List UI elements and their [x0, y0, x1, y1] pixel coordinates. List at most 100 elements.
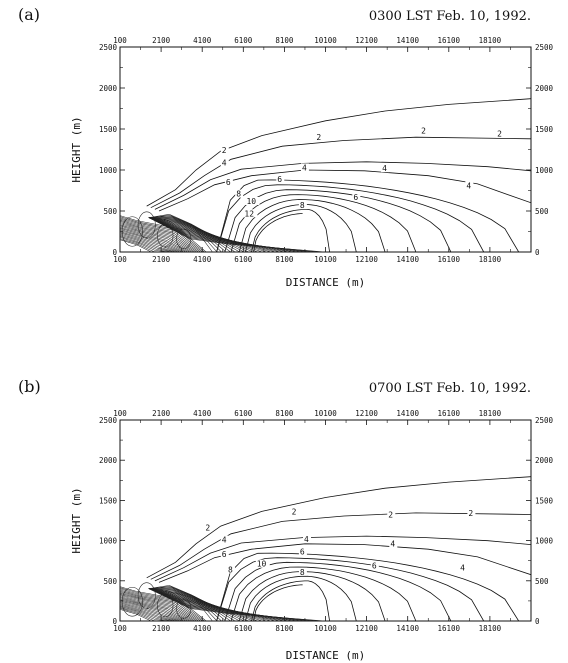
y-tick-label-left: 0	[112, 248, 117, 257]
contour-line	[146, 98, 531, 207]
contour-line	[238, 571, 386, 621]
x-tick-label-top: 18100	[479, 409, 502, 418]
y-tick-label-right: 0	[535, 617, 540, 626]
contour-line	[251, 209, 330, 252]
x-tick-label-top: 100	[113, 36, 127, 45]
y-tick-label-right: 1000	[535, 537, 554, 546]
contour-label: 10	[246, 197, 256, 206]
contour-label-bg	[290, 507, 299, 516]
x-tick-label-bottom: 6100	[234, 255, 253, 264]
contour-line	[158, 543, 531, 583]
dense-contour	[120, 601, 181, 621]
dense-contour	[120, 236, 173, 252]
contour-label: 8	[300, 568, 305, 577]
panel-label: (a)	[18, 5, 40, 24]
contour-layer	[120, 98, 531, 252]
x-tick-label-bottom: 4100	[193, 624, 212, 633]
y-tick-label-right: 1500	[535, 125, 554, 134]
x-tick-label-bottom: 100	[113, 624, 127, 633]
x-tick-label-top: 2100	[152, 36, 171, 45]
dense-contour	[120, 233, 177, 252]
contour-label-bg	[220, 146, 229, 155]
contour-label-bg	[298, 547, 307, 556]
contour-label-bg	[459, 563, 468, 572]
contour-label-bg	[370, 561, 379, 570]
contour-line	[216, 552, 520, 621]
contour-line	[216, 557, 485, 621]
contour-line	[245, 575, 357, 621]
x-tick-label-bottom: 10100	[314, 624, 337, 633]
dense-contour	[120, 234, 175, 252]
x-tick-label-top: 8100	[275, 409, 294, 418]
dense-contour	[120, 596, 190, 621]
contour-label-bg	[420, 126, 429, 135]
y-tick-label-left: 2000	[99, 84, 118, 93]
contour-label-bg	[315, 133, 324, 142]
x-tick-label-bottom: 14100	[396, 255, 419, 264]
contour-label: 4	[382, 164, 387, 173]
y-tick-label-left: 500	[103, 207, 117, 216]
contour-line	[150, 512, 531, 580]
x-tick-label-bottom: 2100	[152, 624, 171, 633]
dense-contour	[120, 603, 177, 621]
y-tick-label-left: 2500	[99, 43, 118, 52]
x-tick-label-top: 8100	[275, 36, 294, 45]
contour-line	[224, 561, 452, 621]
contour-label-bg	[467, 509, 476, 518]
contour-label-bg	[226, 565, 235, 574]
x-tick-label-bottom: 16100	[438, 624, 461, 633]
contour-label: 2	[468, 509, 473, 518]
x-tick-label-top: 18100	[479, 36, 502, 45]
x-tick-label-bottom: 8100	[275, 624, 294, 633]
x-tick-label-top: 14100	[396, 36, 419, 45]
contour-label: 4	[222, 158, 227, 167]
chart-title: 0700 LST Feb. 10, 1992.	[369, 381, 531, 396]
dense-contour	[120, 238, 170, 252]
dense-contour	[120, 600, 183, 621]
contour-label: 2	[421, 126, 426, 135]
y-tick-label-left: 1500	[99, 496, 118, 505]
contour-label: 10	[257, 560, 267, 569]
contour-label: 8	[236, 190, 241, 199]
x-tick-label-bottom: 16100	[438, 255, 461, 264]
y-tick-label-right: 500	[535, 207, 549, 216]
dense-contour	[120, 595, 192, 621]
contour-line	[251, 580, 330, 621]
contour-label: 6	[300, 548, 305, 557]
dense-contour	[120, 592, 196, 621]
contour-label: 2	[497, 130, 502, 139]
contour-label: 6	[226, 178, 231, 187]
contour-line	[230, 566, 417, 621]
contour-line	[150, 136, 531, 209]
dense-contour	[120, 588, 203, 621]
chart-panel-b: (b) 0700 LST Feb. 10, 1992.10010021002100…	[18, 377, 554, 662]
contour-layer	[120, 476, 531, 621]
contour-label-bg	[255, 559, 270, 568]
dense-contour	[120, 229, 185, 252]
dense-contour	[120, 589, 201, 621]
y-axis-label: HEIGHT (m)	[70, 116, 83, 182]
y-tick-label-right: 2000	[535, 456, 554, 465]
x-axis-label: DISTANCE (m)	[286, 649, 365, 662]
contour-label: 4	[460, 564, 465, 573]
dense-contour	[120, 608, 170, 621]
contour-label: 8	[228, 565, 233, 574]
chart-panel-a: (a) 0300 LST Feb. 10, 1992.10010021002100…	[18, 5, 554, 289]
x-tick-label-top: 10100	[314, 36, 337, 45]
contour-label-bg	[298, 567, 307, 576]
x-tick-label-top: 14100	[396, 409, 419, 418]
contour-label: 4	[302, 163, 307, 172]
contour-line	[230, 194, 417, 252]
y-tick-label-right: 2500	[535, 43, 554, 52]
dense-contour	[120, 232, 179, 252]
y-tick-label-right: 500	[535, 577, 549, 586]
x-tick-label-top: 4100	[193, 36, 212, 45]
closed-contour	[137, 582, 156, 609]
contour-label-bg	[387, 510, 396, 519]
dense-contour	[120, 609, 168, 621]
contour-label: 12	[244, 209, 254, 218]
contour-label: 6	[277, 175, 282, 184]
contour-line	[253, 584, 303, 621]
closed-contour	[121, 216, 143, 247]
